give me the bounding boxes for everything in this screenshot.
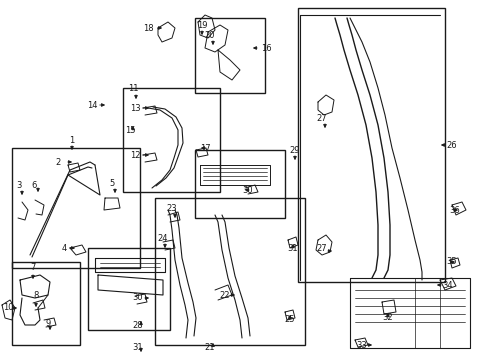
- Text: 7: 7: [30, 264, 36, 273]
- Text: 35: 35: [446, 257, 456, 266]
- Text: 6: 6: [31, 180, 37, 189]
- Text: 19: 19: [196, 21, 207, 30]
- Text: 27: 27: [316, 243, 326, 252]
- Text: 12: 12: [129, 150, 140, 159]
- Text: 8: 8: [33, 292, 39, 301]
- Bar: [195, 150, 285, 218]
- Text: 16: 16: [260, 44, 271, 53]
- Text: 29: 29: [289, 145, 300, 154]
- Text: 30: 30: [242, 185, 253, 194]
- Text: 31: 31: [287, 243, 298, 252]
- Bar: [12, 148, 140, 268]
- Text: 14: 14: [86, 100, 97, 109]
- Text: 3: 3: [16, 180, 21, 189]
- Text: 22: 22: [219, 291, 230, 300]
- Bar: [88, 248, 170, 330]
- Bar: [123, 88, 220, 192]
- Bar: [155, 198, 305, 345]
- Text: 5: 5: [109, 179, 114, 188]
- Text: 32: 32: [382, 314, 392, 323]
- Bar: [195, 18, 264, 93]
- Text: 33: 33: [356, 341, 366, 350]
- Text: 20: 20: [204, 31, 215, 40]
- Text: 21: 21: [204, 343, 215, 352]
- Bar: [297, 8, 444, 282]
- Text: 34: 34: [442, 280, 452, 289]
- Text: 25: 25: [284, 315, 295, 324]
- Text: 4: 4: [61, 243, 66, 252]
- Text: 36: 36: [448, 206, 459, 215]
- Text: 15: 15: [124, 126, 135, 135]
- Text: 10: 10: [3, 303, 13, 312]
- Bar: [12, 262, 80, 345]
- Text: 28: 28: [132, 320, 143, 329]
- Text: 23: 23: [166, 203, 177, 212]
- Text: 1: 1: [69, 135, 75, 144]
- Text: 17: 17: [199, 144, 210, 153]
- Text: 11: 11: [127, 84, 138, 93]
- Text: 30: 30: [132, 293, 143, 302]
- Text: 31: 31: [132, 343, 143, 352]
- Text: 2: 2: [55, 158, 61, 166]
- Text: 27: 27: [316, 113, 326, 122]
- Text: 13: 13: [129, 104, 140, 113]
- Text: 24: 24: [158, 234, 168, 243]
- Text: 9: 9: [45, 319, 51, 328]
- Text: 18: 18: [142, 23, 153, 32]
- Text: 26: 26: [446, 140, 456, 149]
